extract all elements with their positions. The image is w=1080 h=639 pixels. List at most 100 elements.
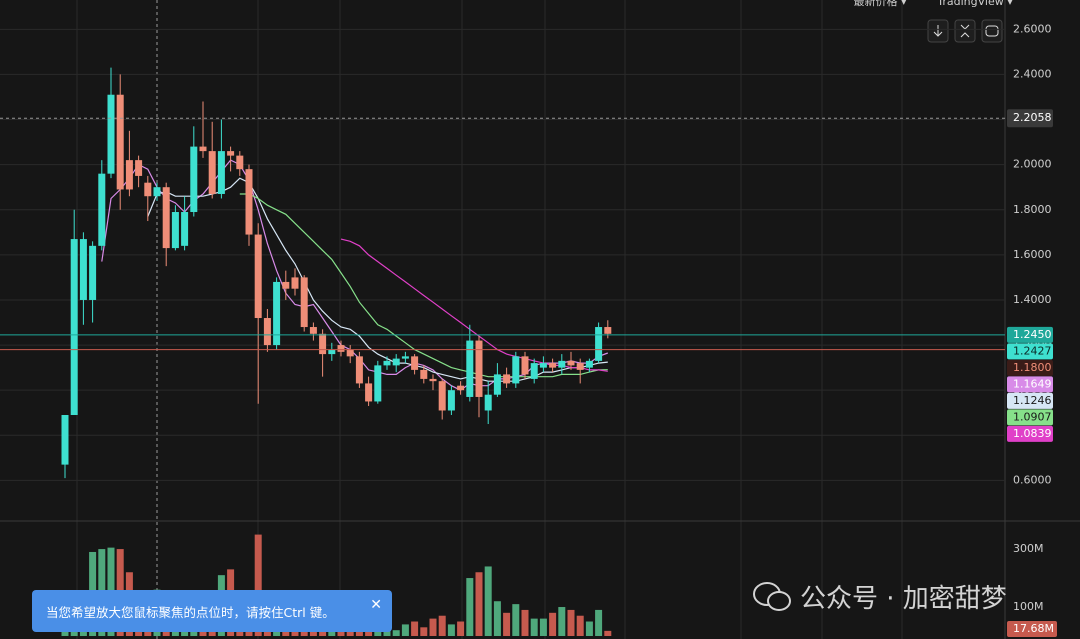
- icon: [985, 25, 999, 37]
- volume-bar: [567, 609, 575, 636]
- moving-average-line: [239, 193, 608, 378]
- price-label: 1.1246: [1013, 394, 1052, 407]
- candle-body: [227, 151, 235, 156]
- toast: 当您希望放大您鼠标聚焦的点位时，请按住Ctrl 键。 ✕: [32, 590, 392, 632]
- y-tick-label: 2.6000: [1013, 22, 1052, 35]
- watermark-text: 公众号 · 加密甜梦: [800, 584, 1007, 614]
- volume-bar: [539, 618, 547, 636]
- candle-body: [236, 155, 244, 170]
- candle-body: [199, 146, 207, 152]
- candle-body: [89, 245, 97, 300]
- price-label-box: [1007, 392, 1053, 409]
- moving-average-line: [101, 159, 609, 391]
- candle-body: [429, 378, 437, 382]
- candle-body: [135, 160, 143, 176]
- y-tick-label: 0.6000: [1013, 473, 1052, 486]
- candle-body: [558, 360, 566, 368]
- candle-body: [171, 212, 179, 249]
- candle-body: [282, 281, 290, 289]
- candle-body: [190, 146, 198, 213]
- y-tick-label: 1.8000: [1013, 203, 1052, 216]
- price-label: 1.0907: [1013, 410, 1052, 423]
- candle-body: [392, 358, 400, 366]
- volume-bar: [512, 604, 520, 636]
- volume-bar: [576, 615, 584, 636]
- candle-body: [116, 94, 124, 190]
- compress-button[interactable]: [954, 19, 976, 43]
- candle-body: [567, 360, 575, 366]
- price-label-box: [1007, 343, 1053, 360]
- candle-body: [217, 151, 225, 194]
- candle-body: [401, 356, 409, 359]
- volume-label-box: [1007, 621, 1057, 637]
- candle-body: [585, 360, 593, 368]
- candle-body: [98, 173, 106, 246]
- candle-body: [208, 151, 216, 194]
- candle-body: [447, 390, 455, 411]
- volume-bar: [429, 618, 437, 636]
- volume-label: 17.68M: [1013, 622, 1054, 635]
- candle-body: [604, 327, 612, 334]
- header-price-mode: 最新价格 ▾: [853, 0, 906, 8]
- volume-bar: [401, 624, 409, 636]
- candle-body: [475, 340, 483, 397]
- volume-bar: [493, 601, 501, 636]
- candle-body: [245, 169, 253, 235]
- candle-body: [576, 363, 584, 370]
- toast-close[interactable]: ✕: [370, 597, 382, 613]
- candle-body: [337, 345, 345, 352]
- volume-tick-label: 100M: [1013, 600, 1044, 613]
- icon: [933, 25, 943, 37]
- candle-body: [420, 369, 428, 379]
- candle-body: [530, 363, 538, 379]
- reset-button[interactable]: [981, 19, 1003, 43]
- volume-bar: [585, 621, 593, 636]
- watermark: 公众号 · 加密甜梦: [752, 578, 1007, 615]
- volume-bar: [254, 534, 262, 636]
- volume-bar: [604, 630, 612, 636]
- candle-body: [549, 363, 557, 368]
- candle-body: [457, 385, 465, 391]
- candle-body: [355, 356, 363, 384]
- crosshair-label: 2.2058: [1013, 111, 1052, 124]
- candle-body: [263, 318, 271, 346]
- candle-body: [144, 182, 152, 197]
- candle-body: [438, 381, 446, 411]
- candle-body: [411, 356, 419, 370]
- moving-average-line: [340, 238, 608, 372]
- volume-bar: [549, 612, 557, 636]
- y-tick-label: 1.6000: [1013, 248, 1052, 261]
- price-label: 1.2427: [1013, 344, 1052, 357]
- candle-body: [595, 327, 603, 361]
- volume-bar: [521, 609, 529, 636]
- candle-body: [107, 94, 115, 174]
- candle-body: [300, 277, 308, 328]
- price-label: 1.1800: [1013, 361, 1052, 374]
- candle-body: [365, 383, 373, 402]
- candle-body: [291, 277, 299, 289]
- candle-body: [466, 340, 474, 397]
- volume-bar: [411, 621, 419, 636]
- volume-bar: [61, 630, 69, 636]
- candle-body: [484, 394, 492, 411]
- candle-body: [328, 349, 336, 355]
- price-label-box: [1007, 425, 1053, 442]
- candle-body: [61, 414, 69, 465]
- volume-bar: [484, 566, 492, 636]
- volume-bar: [420, 627, 428, 636]
- candle-body: [153, 187, 161, 197]
- candle-body: [273, 281, 281, 346]
- price-label: 1.1649: [1013, 377, 1052, 390]
- candle-body: [125, 160, 133, 190]
- y-tick-label: 1.4000: [1013, 293, 1052, 306]
- toolbar[interactable]: [927, 19, 1003, 43]
- volume-bar: [466, 578, 474, 636]
- volume-tick-label: 300M: [1013, 542, 1044, 555]
- volume-bar: [595, 609, 603, 636]
- candle-body: [521, 356, 529, 375]
- volume-bar: [457, 621, 465, 636]
- candle-body: [79, 239, 87, 300]
- price-label: 1.2450: [1013, 328, 1052, 341]
